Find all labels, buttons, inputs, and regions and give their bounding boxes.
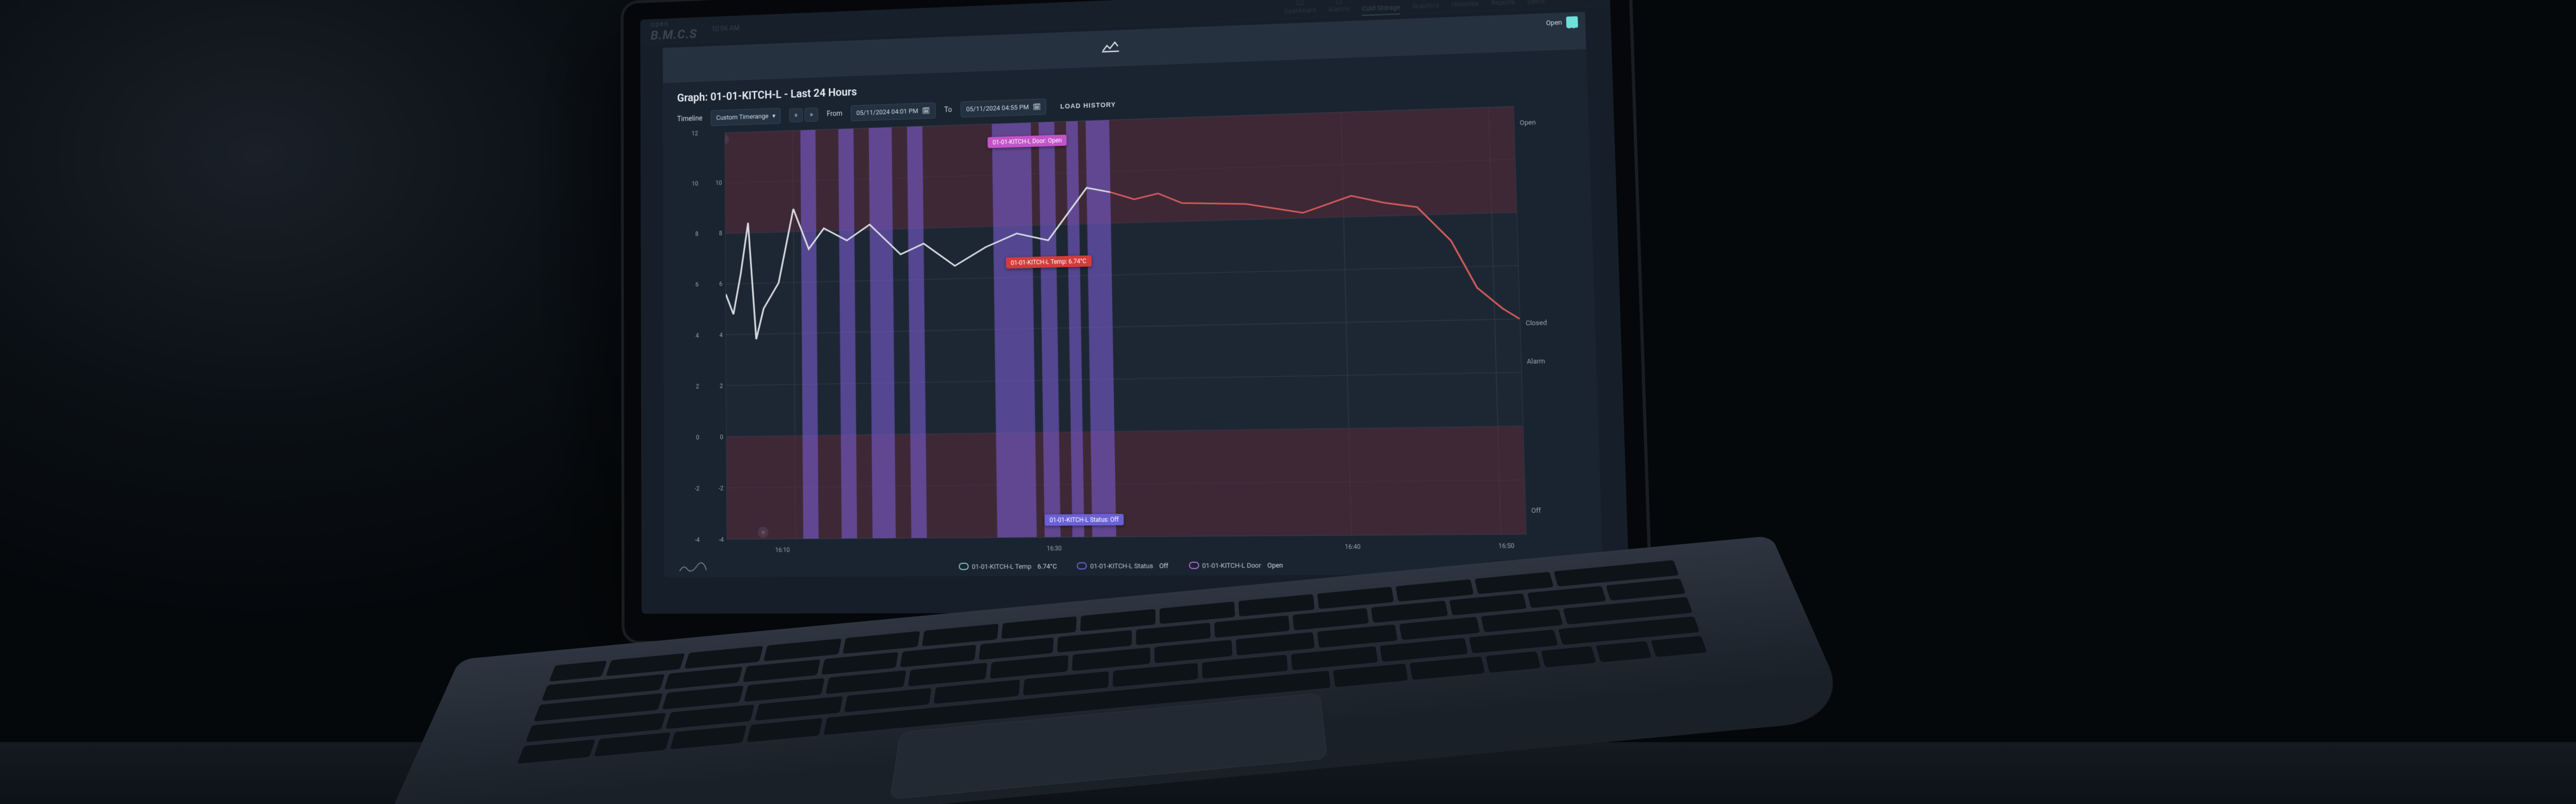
mini-sparkline (679, 562, 707, 574)
open-legend-label: Open (1546, 19, 1563, 27)
eye-icon (1189, 562, 1199, 569)
legend-item[interactable]: 01-01-KITCH-L DoorOpen (1189, 560, 1283, 570)
from-label: From (827, 110, 842, 118)
legend-item[interactable]: 01-01-KITCH-L StatusOff (1077, 561, 1168, 571)
calendar-icon: 🗓 (1033, 103, 1041, 111)
to-label: To (944, 106, 952, 114)
open-swatch (1566, 16, 1578, 28)
y-axis-left: -4-2024681012 (677, 133, 703, 540)
chart-icon (1102, 41, 1119, 56)
calendar-icon: 🗓 (922, 107, 930, 114)
y-axis-right: OpenClosedAlarmOff (1514, 104, 1586, 534)
timerange-select[interactable]: Custom Timerange▾ (711, 108, 781, 126)
page-next-button[interactable]: » (805, 108, 818, 122)
from-datetime-input[interactable]: 05/11/2024 04:01 PM🗓 (851, 103, 936, 122)
to-datetime-input[interactable]: 05/11/2024 04:55 PM🗓 (961, 98, 1047, 118)
page-prev-button[interactable]: « (789, 108, 803, 123)
legend-item[interactable]: 01-01-KITCH-L Temp6.74°C (959, 561, 1057, 571)
load-history-button[interactable]: LOAD HISTORY (1055, 96, 1121, 114)
timeline-label: Timeline (677, 114, 702, 123)
eye-icon (959, 563, 969, 570)
y-axis-left-2: -4-20246810 (701, 132, 726, 540)
eye-icon (1077, 562, 1087, 569)
chevron-down-icon: ▾ (772, 112, 775, 120)
graph-modal: ✕ Graph: 01-01-KITCH-L - Last 24 Hours T… (663, 12, 1603, 577)
chart-plot[interactable]: ≡ ≡ 01-01-KITCH-L Door: Open01-01-KITCH-… (724, 106, 1527, 540)
